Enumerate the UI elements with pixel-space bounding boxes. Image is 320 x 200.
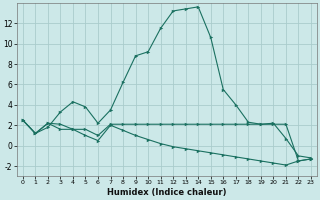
X-axis label: Humidex (Indice chaleur): Humidex (Indice chaleur) [107, 188, 227, 197]
